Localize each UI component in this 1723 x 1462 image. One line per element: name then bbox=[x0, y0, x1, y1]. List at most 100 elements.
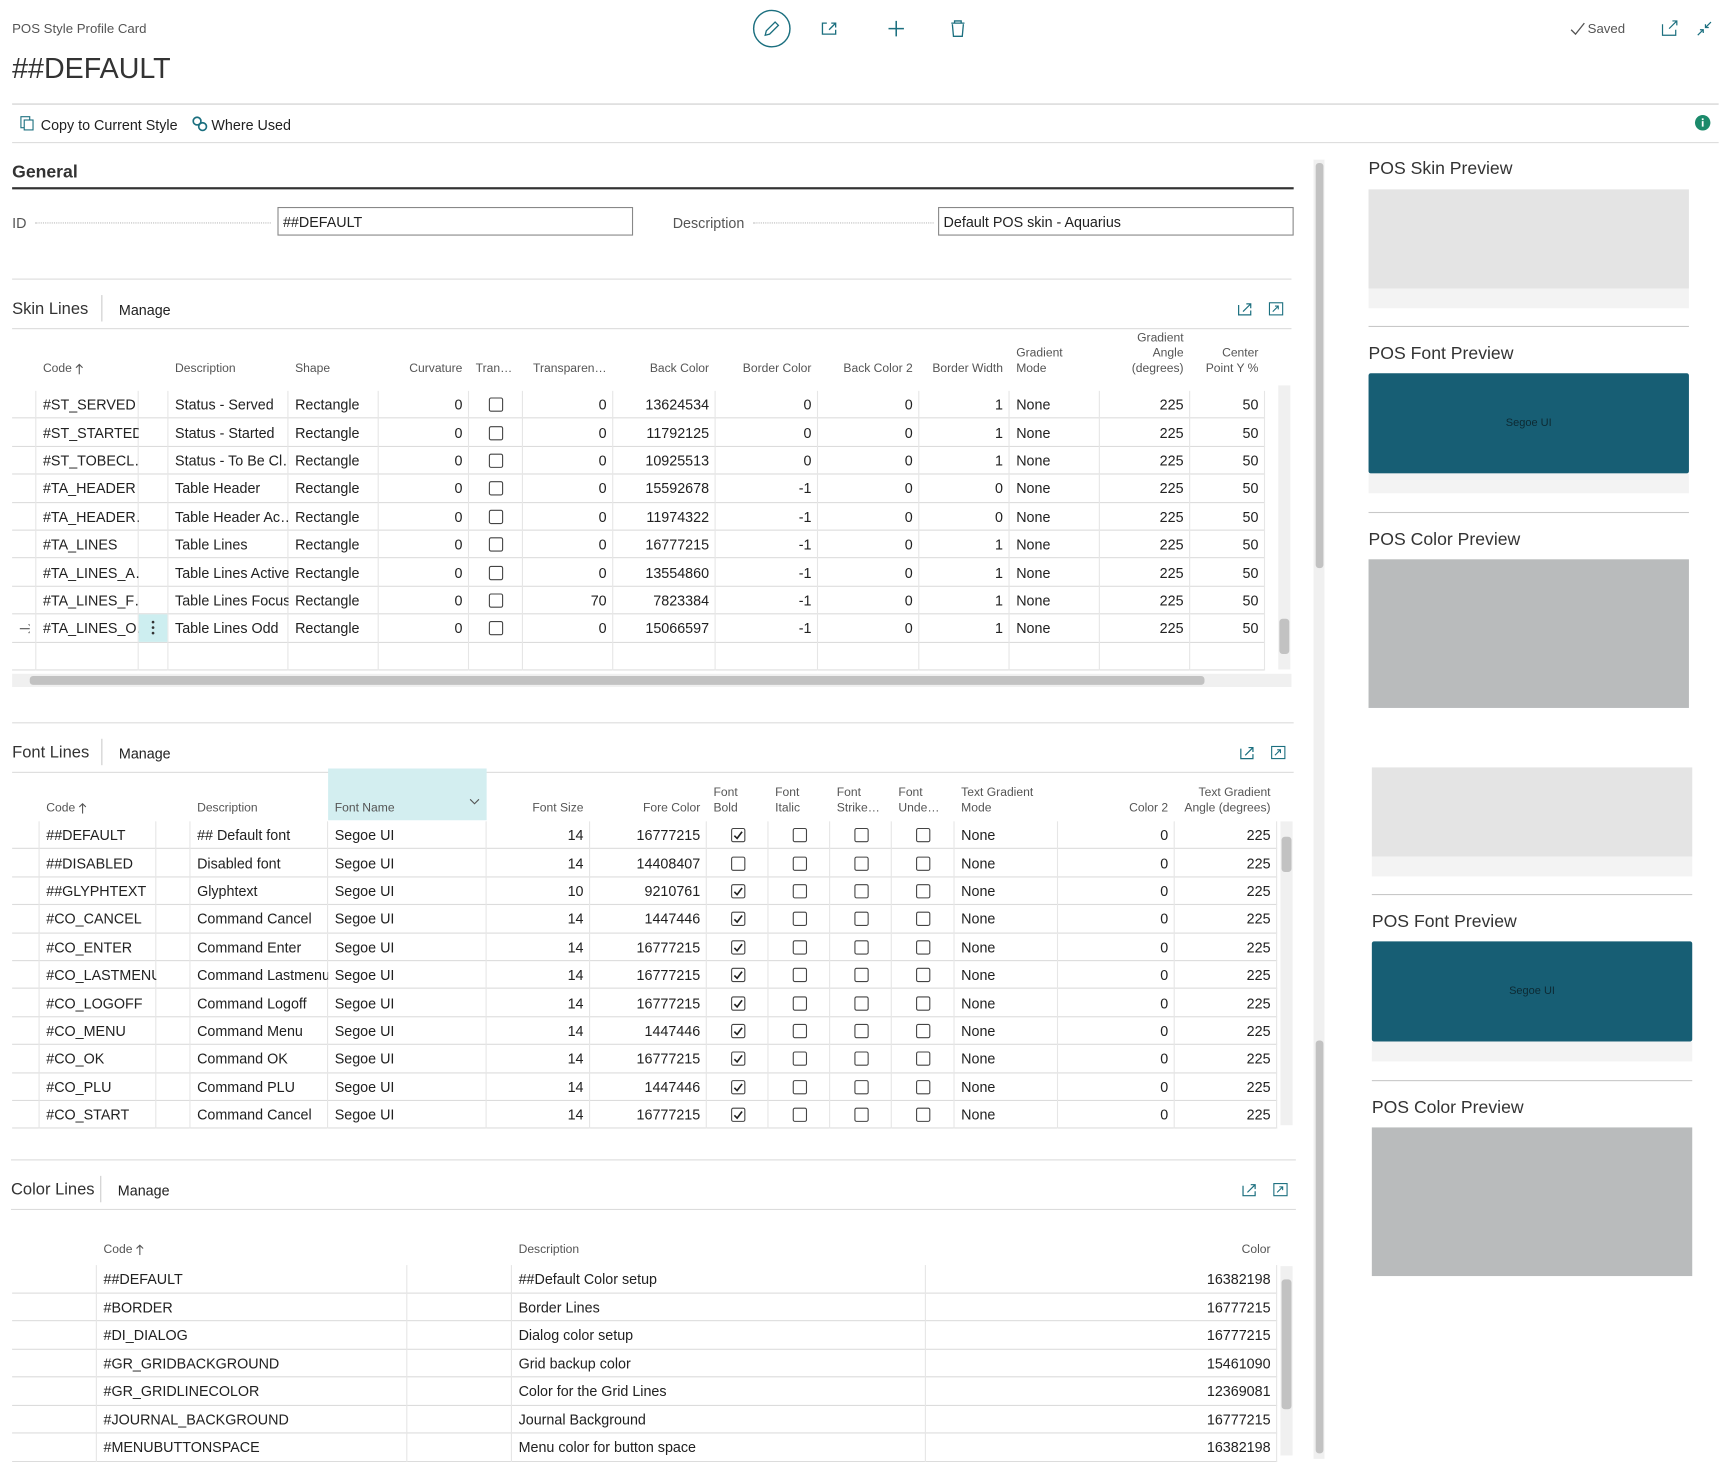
column-header[interactable]: Description bbox=[197, 801, 258, 815]
checkbox[interactable] bbox=[792, 828, 807, 843]
column-header[interactable]: Border Color bbox=[742, 362, 812, 376]
v-scrollbar[interactable] bbox=[1280, 821, 1293, 1126]
column-header[interactable]: Description bbox=[175, 362, 236, 376]
row-menu[interactable] bbox=[138, 614, 168, 642]
checkbox[interactable] bbox=[916, 1107, 931, 1123]
page-scroll-thumb[interactable] bbox=[1315, 162, 1324, 569]
checkbox[interactable] bbox=[730, 1079, 745, 1095]
checkbox[interactable] bbox=[916, 1079, 931, 1095]
share-icon[interactable] bbox=[1242, 1184, 1256, 1197]
checkbox[interactable] bbox=[792, 856, 807, 871]
dropdown-chevron[interactable] bbox=[469, 798, 480, 807]
collapse[interactable] bbox=[1697, 21, 1712, 36]
checkbox[interactable] bbox=[853, 967, 869, 983]
manage-tab[interactable]: Manage bbox=[118, 301, 171, 319]
info-icon[interactable] bbox=[1694, 115, 1711, 132]
column-header[interactable]: Fore Color bbox=[643, 801, 701, 815]
checkbox[interactable] bbox=[792, 1107, 807, 1123]
delete-button[interactable] bbox=[951, 20, 965, 37]
checkbox[interactable] bbox=[730, 1023, 745, 1039]
column-header[interactable]: Font Size bbox=[532, 801, 584, 815]
checkbox[interactable] bbox=[792, 912, 807, 927]
column-header[interactable]: Code bbox=[36, 328, 138, 381]
checkbox[interactable] bbox=[792, 1023, 807, 1039]
column-header[interactable]: Text Gradient Mode bbox=[961, 786, 1034, 815]
action-copy[interactable]: Copy to Current Style bbox=[40, 116, 178, 134]
checkbox[interactable] bbox=[916, 912, 931, 927]
open-new-window[interactable] bbox=[1661, 20, 1678, 36]
checkbox[interactable] bbox=[853, 828, 869, 843]
column-header[interactable]: Font Unde… bbox=[898, 786, 940, 815]
column-header[interactable]: Shape bbox=[295, 362, 331, 376]
checkbox[interactable] bbox=[730, 1107, 745, 1123]
column-header[interactable]: Font Bold bbox=[713, 786, 738, 815]
checkbox[interactable] bbox=[916, 828, 931, 843]
checkbox[interactable] bbox=[916, 967, 931, 983]
checkbox[interactable] bbox=[488, 621, 504, 636]
checkbox[interactable] bbox=[730, 884, 745, 899]
checkbox[interactable] bbox=[916, 856, 931, 871]
column-header[interactable]: Text Gradient Angle (degrees) bbox=[1184, 786, 1271, 815]
checkbox[interactable] bbox=[853, 1023, 869, 1039]
checkbox[interactable] bbox=[853, 856, 869, 871]
column-header[interactable]: Gradient Mode bbox=[1016, 346, 1063, 376]
v-scroll-thumb[interactable] bbox=[1281, 1279, 1292, 1410]
v-scrollbar[interactable] bbox=[1278, 385, 1291, 670]
column-header[interactable]: Color 2 bbox=[1129, 801, 1169, 815]
checkbox[interactable] bbox=[853, 1107, 869, 1123]
checkbox[interactable] bbox=[853, 1051, 869, 1067]
checkbox[interactable] bbox=[792, 1051, 807, 1067]
column-header[interactable]: Font Italic bbox=[775, 786, 801, 815]
action-where-used[interactable]: Where Used bbox=[211, 116, 291, 134]
checkbox[interactable] bbox=[792, 884, 807, 899]
checkbox[interactable] bbox=[730, 940, 745, 955]
checkbox[interactable] bbox=[730, 995, 745, 1011]
checkbox[interactable] bbox=[488, 537, 504, 552]
manage-tab[interactable]: Manage bbox=[117, 1182, 170, 1199]
column-header[interactable]: Border Width bbox=[932, 362, 1004, 376]
share-icon[interactable] bbox=[1238, 303, 1252, 316]
checkbox[interactable] bbox=[916, 995, 931, 1011]
expand-icon[interactable] bbox=[1271, 745, 1286, 760]
column-header[interactable]: Back Color bbox=[649, 362, 710, 376]
expand-icon[interactable] bbox=[1273, 1183, 1288, 1197]
checkbox[interactable] bbox=[853, 1079, 869, 1095]
checkbox[interactable] bbox=[730, 1051, 745, 1067]
column-header[interactable]: Code bbox=[40, 768, 157, 820]
column-header[interactable]: Center Point Y % bbox=[1205, 346, 1259, 376]
checkbox[interactable] bbox=[916, 884, 931, 899]
checkbox[interactable] bbox=[488, 397, 504, 412]
checkbox[interactable] bbox=[792, 1079, 807, 1095]
checkbox[interactable] bbox=[730, 828, 745, 843]
checkbox[interactable] bbox=[488, 453, 504, 468]
h-scroll-thumb[interactable] bbox=[29, 676, 1205, 685]
column-header[interactable]: Color bbox=[1241, 1243, 1271, 1257]
manage-tab[interactable]: Manage bbox=[118, 745, 171, 762]
column-header[interactable]: Curvature bbox=[409, 362, 463, 376]
column-header[interactable]: Back Color 2 bbox=[843, 362, 913, 376]
checkbox[interactable] bbox=[853, 940, 869, 955]
column-header[interactable]: Description bbox=[518, 1243, 580, 1257]
checkbox[interactable] bbox=[488, 593, 504, 608]
checkbox[interactable] bbox=[853, 995, 869, 1011]
checkbox[interactable] bbox=[792, 940, 807, 955]
description-input[interactable]: Default POS skin - Aquarius bbox=[938, 206, 1294, 236]
checkbox[interactable] bbox=[853, 912, 869, 927]
checkbox[interactable] bbox=[916, 1051, 931, 1067]
checkbox[interactable] bbox=[730, 967, 745, 983]
column-header[interactable]: Transparen… bbox=[533, 362, 607, 376]
checkbox[interactable] bbox=[792, 995, 807, 1011]
checkbox[interactable] bbox=[916, 940, 931, 955]
column-header[interactable]: Gradient Angle (degrees) bbox=[1131, 331, 1184, 376]
checkbox[interactable] bbox=[730, 856, 745, 871]
checkbox[interactable] bbox=[853, 884, 869, 899]
checkbox[interactable] bbox=[488, 481, 504, 496]
column-header[interactable]: Tran… bbox=[475, 362, 513, 376]
id-input[interactable]: ##DEFAULT bbox=[277, 206, 634, 236]
checkbox[interactable] bbox=[916, 1023, 931, 1039]
v-scroll-thumb[interactable] bbox=[1281, 836, 1292, 872]
checkbox[interactable] bbox=[730, 912, 745, 927]
page-scroll-thumb[interactable] bbox=[1315, 1040, 1324, 1454]
checkbox[interactable] bbox=[488, 565, 504, 580]
column-header[interactable]: Font Strike… bbox=[836, 786, 880, 815]
